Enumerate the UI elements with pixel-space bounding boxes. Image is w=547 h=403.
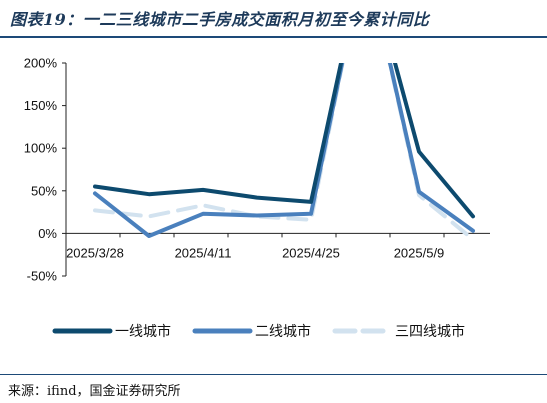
x-tick-label: 2025/4/11 bbox=[175, 245, 232, 260]
y-tick-label: 200% bbox=[24, 56, 58, 71]
legend-label: 三四线城市 bbox=[395, 323, 465, 340]
title-divider bbox=[0, 36, 547, 38]
y-axis: 200% 150% 100% 50% 0% -50% bbox=[24, 56, 67, 284]
series-clip bbox=[93, 63, 475, 242]
legend: 一线城市 二线城市 三四线城市 bbox=[52, 323, 465, 340]
legend-label: 二线城市 bbox=[255, 323, 311, 340]
series-line bbox=[93, 63, 475, 219]
legend-label: 一线城市 bbox=[115, 323, 171, 340]
y-tick-label: -50% bbox=[27, 269, 58, 284]
x-tick-label: 2025/3/28 bbox=[66, 245, 124, 260]
chart-title: 图表19：一二三线城市二手房成交面积月初至今累计同比 bbox=[10, 10, 430, 29]
source-divider bbox=[0, 374, 547, 375]
line-chart: 200% 150% 100% 50% 0% -50% 2025/3/28 2025/4/11… bbox=[24, 56, 490, 340]
series-line bbox=[93, 63, 475, 242]
y-tick-label: 150% bbox=[24, 98, 58, 113]
x-axis: 2025/3/28 2025/4/11 2025/4/25 2025/5/9 bbox=[65, 232, 490, 260]
series-lines bbox=[93, 63, 475, 242]
y-tick-label: 100% bbox=[24, 141, 58, 156]
x-tick-label: 2025/5/9 bbox=[394, 245, 445, 260]
source-note: 来源：ifind，国金证券研究所 bbox=[8, 384, 181, 399]
series-line bbox=[93, 63, 475, 238]
x-tick-label: 2025/4/25 bbox=[282, 245, 340, 260]
y-tick-label: 0% bbox=[38, 226, 57, 241]
y-tick-label: 50% bbox=[31, 183, 57, 198]
